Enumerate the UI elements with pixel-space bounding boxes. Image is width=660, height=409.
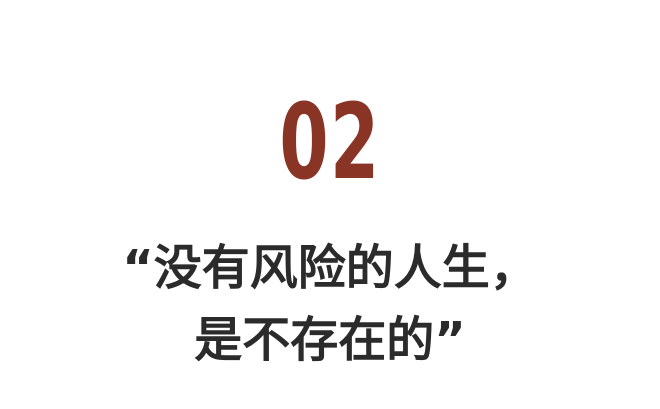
headline-line-1: “没有风险的人生， — [122, 240, 538, 296]
headline-line-2: 是不存在的” — [194, 312, 466, 368]
section-number: 02 — [279, 81, 381, 203]
